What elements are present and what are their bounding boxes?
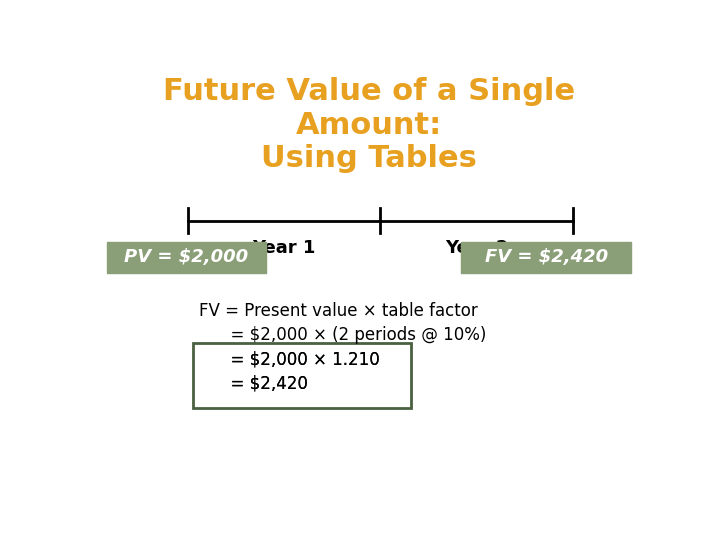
Text: Year 1: Year 1 [253,239,316,258]
FancyBboxPatch shape [107,241,266,273]
FancyBboxPatch shape [461,241,631,273]
Text: = $2,420: = $2,420 [199,374,307,392]
Text: FV = Present value × table factor: FV = Present value × table factor [199,302,477,320]
Text: PV = $2,000: PV = $2,000 [124,248,248,266]
Text: = $2,000 × 1.210: = $2,000 × 1.210 [199,350,379,368]
Text: = $2,000 × 1.210: = $2,000 × 1.210 [199,350,379,368]
Text: Future Value of a Single: Future Value of a Single [163,77,575,106]
Text: Using Tables: Using Tables [261,144,477,173]
FancyBboxPatch shape [193,343,411,408]
Text: = $2,420: = $2,420 [199,374,307,392]
Text: Year 2: Year 2 [445,239,508,258]
Text: = $2,000 × (2 periods @ 10%): = $2,000 × (2 periods @ 10%) [199,326,486,344]
Text: FV = $2,420: FV = $2,420 [485,248,608,266]
Text: Amount:: Amount: [296,111,442,140]
